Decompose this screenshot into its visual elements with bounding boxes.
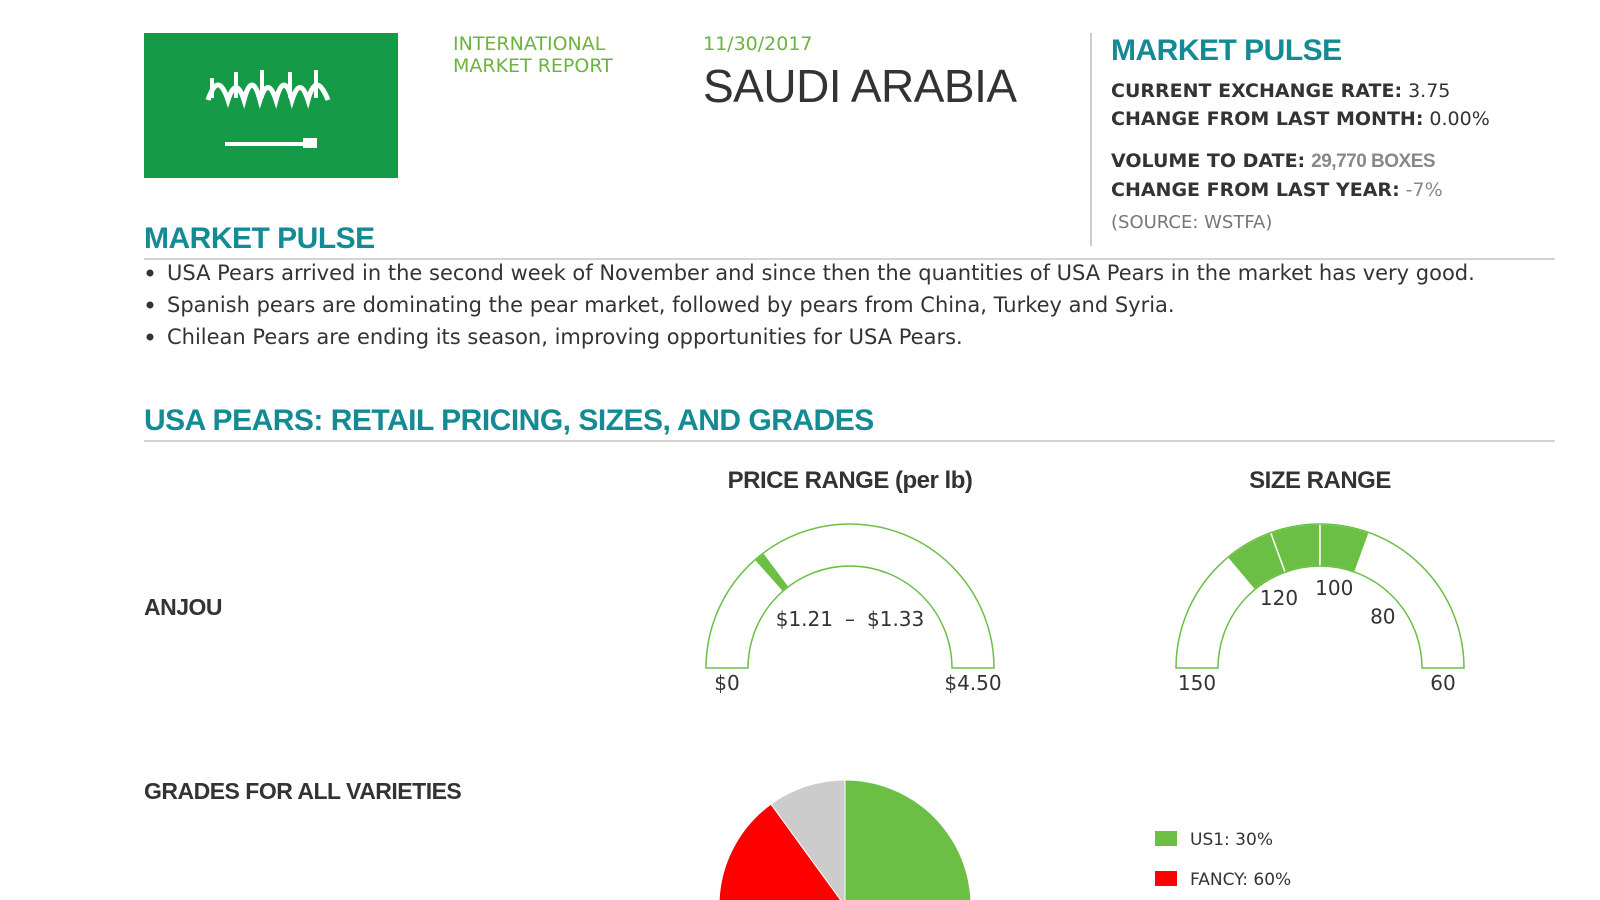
grades-label: GRADES FOR ALL VARIETIES <box>144 778 461 804</box>
gauge-outline <box>1175 523 1465 669</box>
pie-slice <box>718 803 842 900</box>
legend-label: US1: 30% <box>1190 830 1273 850</box>
gauge-outline <box>705 523 995 669</box>
bullet-dot <box>146 301 154 309</box>
row-label: CURRENT EXCHANGE RATE: <box>1111 80 1402 102</box>
row-label: CHANGE FROM LAST YEAR: <box>1111 179 1400 201</box>
section-title: MARKET PULSE <box>144 222 375 255</box>
variety: ANJOU <box>144 594 222 620</box>
report-label: INTERNATIONAL <box>453 33 606 55</box>
row-label: VOLUME TO DATE: <box>1111 150 1305 172</box>
row-label: CHANGE FROM LAST MONTH: <box>1111 108 1423 130</box>
gauge-tick-label: 100 <box>1315 576 1353 600</box>
pie-slice <box>770 779 846 900</box>
sidebar-row: CHANGE FROM LAST MONTH: 0.00% <box>1111 108 1490 130</box>
gauge-range-label: $1.21– $1.33 <box>776 607 925 631</box>
gauge-tick-label: $4.50 <box>944 671 1001 695</box>
bullet: Spanish pears are dominating the pear ma… <box>167 293 1175 317</box>
sidebar-row: VOLUME TO DATE: 29,770 BOXES <box>1111 150 1435 172</box>
gauge-tick-label: 120 <box>1260 586 1298 610</box>
row-value: 29,770 BOXES <box>1311 151 1435 172</box>
gauge-tick-label: 80 <box>1370 604 1395 628</box>
range-low: $1.21 <box>776 607 833 631</box>
gauge-tick-label: 150 <box>1178 671 1216 695</box>
sidebar-title: MARKET PULSE <box>1111 34 1342 67</box>
legend-label: FANCY: 60% <box>1190 870 1291 890</box>
row-value: 0.00% <box>1429 108 1489 130</box>
range-separator: – <box>845 607 855 631</box>
report-date: 11/30/2017 <box>703 33 813 55</box>
report-label: MARKET REPORT <box>453 55 613 77</box>
gauge-tick-label: 60 <box>1430 671 1455 695</box>
gauge-title: PRICE RANGE (per lb) <box>728 467 973 494</box>
row-value: -7% <box>1406 179 1443 201</box>
row-value: 3.75 <box>1408 80 1450 102</box>
bullet-dot <box>146 269 154 277</box>
pie-slice <box>844 779 972 900</box>
section-title: USA PEARS: RETAIL PRICING, SIZES, AND GR… <box>144 404 874 437</box>
sidebar-row: CHANGE FROM LAST YEAR: -7% <box>1111 179 1443 201</box>
gauge-title: SIZE RANGE <box>1249 467 1391 494</box>
range-high: $1.33 <box>867 607 924 631</box>
bullet: Chilean Pears are ending its season, imp… <box>167 325 963 349</box>
source: (SOURCE: WSTFA) <box>1111 212 1272 233</box>
bullet: USA Pears arrived in the second week of … <box>167 261 1475 285</box>
legend-swatch <box>1155 831 1177 846</box>
gauge-tick-label: $0 <box>714 671 739 695</box>
sidebar-row: CURRENT EXCHANGE RATE: 3.75 <box>1111 80 1450 102</box>
flag <box>144 33 398 178</box>
bullet-dot <box>146 333 154 341</box>
gauge-segment <box>1319 523 1371 574</box>
gauge-segment <box>753 551 790 593</box>
legend-swatch <box>1155 871 1177 886</box>
country: SAUDI ARABIA <box>703 60 1017 112</box>
